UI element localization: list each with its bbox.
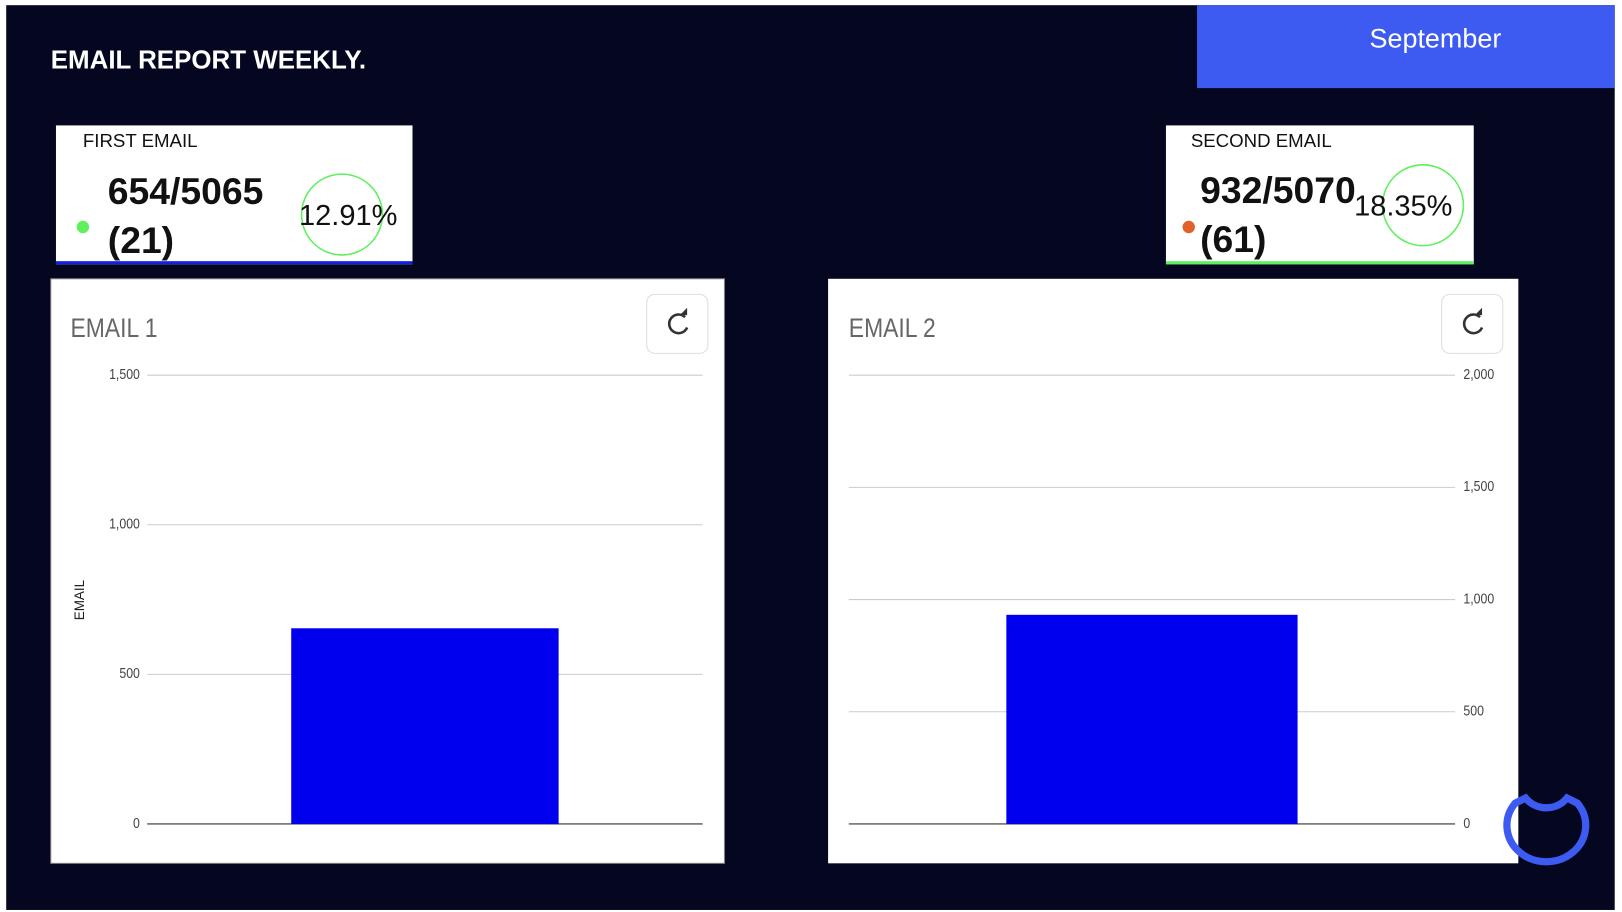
refresh-icon[interactable]: [1462, 313, 1484, 335]
card-underline: [1165, 261, 1474, 265]
month-button[interactable]: [1197, 5, 1615, 89]
y-tick-label: 1,500: [1463, 478, 1494, 494]
logo[interactable]: [1503, 793, 1590, 866]
card-ratio: 932/5070: [1200, 169, 1356, 211]
month-label[interactable]: September: [1370, 24, 1502, 54]
card-label: FIRST EMAIL: [83, 130, 198, 151]
page-title: EMAIL REPORT WEEKLY.: [51, 46, 366, 74]
y-tick-label: 2,000: [1463, 366, 1494, 382]
percent-ring: [300, 173, 384, 256]
card: [55, 125, 413, 265]
y-tick-label: 500: [119, 665, 140, 681]
y-tick-label: 1,500: [109, 366, 140, 382]
refresh-button[interactable]: [1441, 293, 1504, 354]
status-dot: [76, 220, 90, 234]
bar: [291, 628, 559, 824]
card-count: (61): [1200, 218, 1266, 260]
y-tick-label: 1,000: [1463, 590, 1494, 606]
refresh-button[interactable]: [646, 293, 709, 354]
card-label: SECOND EMAIL: [1191, 130, 1332, 151]
card: [1165, 125, 1474, 265]
bar: [1006, 614, 1298, 824]
card-percent: 18.35%: [1354, 191, 1452, 223]
chart-title: EMAIL 1: [70, 313, 157, 343]
status-dot: [1182, 220, 1195, 234]
y-tick-label: 500: [1463, 703, 1484, 719]
card-underline: [55, 261, 413, 265]
y-tick-label: 0: [133, 815, 140, 831]
refresh-box[interactable]: [646, 293, 709, 354]
card-ratio: 654/5065: [108, 170, 264, 212]
card-percent: 12.91%: [299, 200, 397, 232]
y-axis-label: EMAIL: [72, 579, 87, 620]
refresh-box[interactable]: [1441, 293, 1504, 354]
y-tick-label: 0: [1463, 815, 1470, 831]
refresh-icon[interactable]: [667, 313, 689, 335]
y-tick-label: 1,000: [109, 516, 140, 532]
chart-title: EMAIL 2: [849, 313, 936, 343]
percent-ring: [1381, 164, 1465, 247]
card-count: (21): [108, 219, 174, 261]
